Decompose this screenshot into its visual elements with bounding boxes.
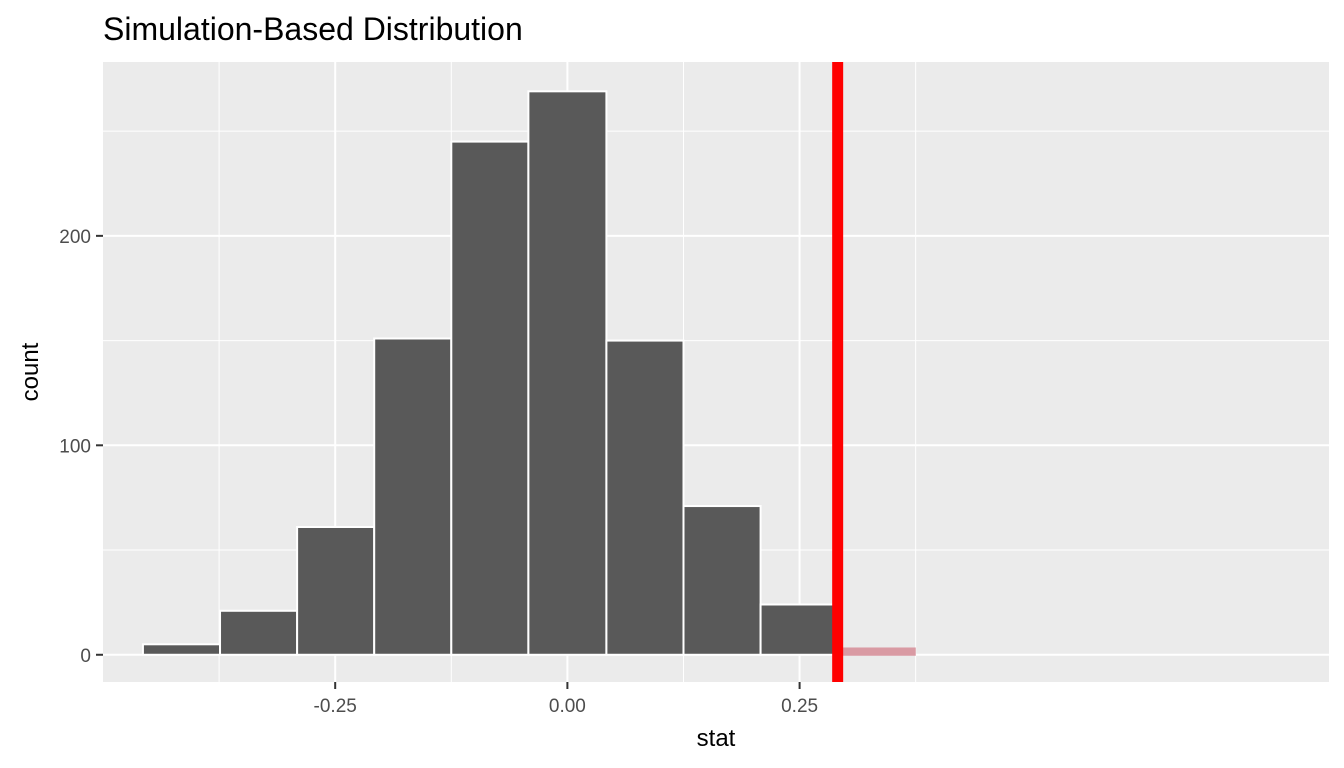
histogram-bar — [373, 337, 453, 656]
histogram-bar — [682, 505, 762, 656]
histogram-bars — [141, 90, 916, 656]
histogram-bar — [759, 603, 839, 656]
y-axis-title: count — [17, 342, 44, 401]
histogram-bar — [219, 609, 299, 656]
y-tick-label: 100 — [59, 436, 91, 457]
histogram-bar — [296, 526, 376, 656]
histogram-bar — [450, 140, 530, 656]
chart-title: Simulation-Based Distribution — [103, 11, 523, 47]
x-axis-title: stat — [697, 725, 736, 752]
y-tick-label: 0 — [80, 646, 91, 667]
histogram-bar — [605, 339, 685, 656]
x-axis-ticks: -0.25 0.00 0.25 — [314, 682, 818, 717]
histogram-bar-shaded — [836, 647, 916, 656]
x-tick-label: 0.00 — [549, 696, 586, 717]
y-axis-ticks: 0 100 200 — [59, 227, 103, 667]
histogram-bar — [527, 90, 608, 656]
x-tick-label: 0.25 — [781, 696, 818, 717]
x-tick-label: -0.25 — [314, 696, 357, 717]
y-tick-label: 200 — [59, 227, 91, 248]
histogram-bar — [141, 643, 222, 656]
